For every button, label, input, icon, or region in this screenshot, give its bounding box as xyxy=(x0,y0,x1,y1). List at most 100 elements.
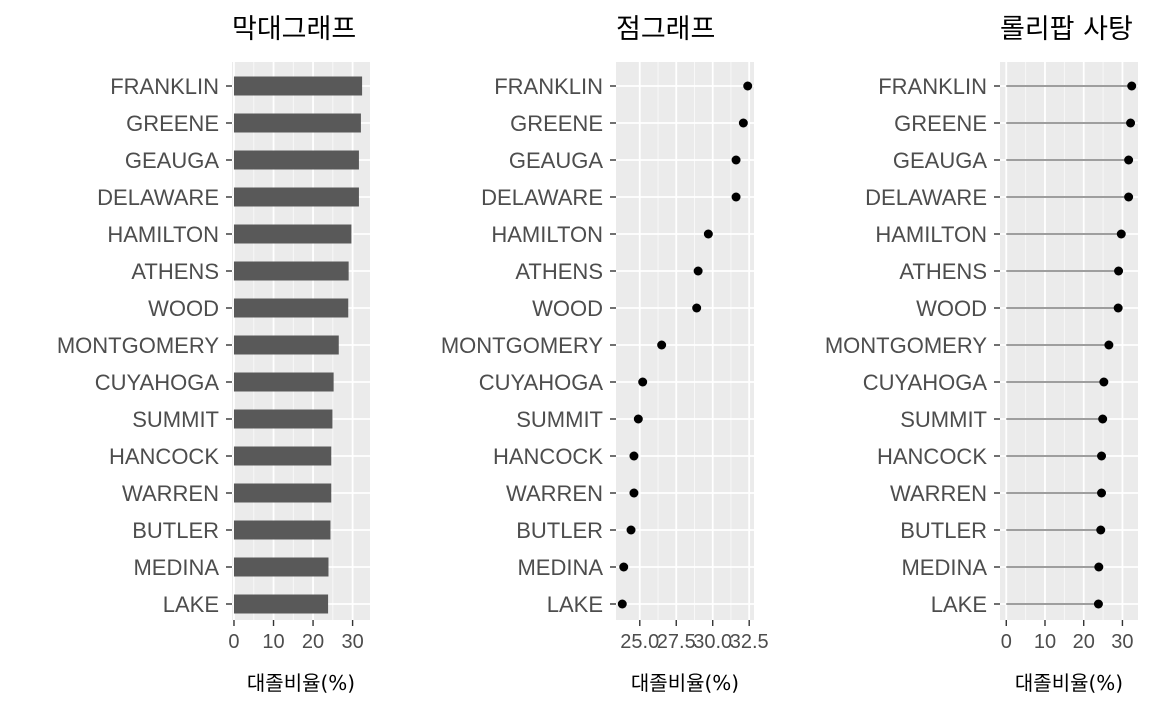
point-geauga xyxy=(731,155,741,165)
x-tick-label: 25.0 xyxy=(620,631,659,653)
point-lake xyxy=(617,599,627,609)
x-tick-label: 30 xyxy=(1111,631,1133,653)
bar-greene xyxy=(233,113,361,133)
bar-delaware xyxy=(233,187,359,207)
category-label: WOOD xyxy=(148,296,219,321)
point-greene xyxy=(1126,118,1136,128)
category-label: GEAUGA xyxy=(125,148,219,173)
category-label: WARREN xyxy=(506,481,603,506)
point-delaware xyxy=(1124,192,1134,202)
bar-lake xyxy=(233,594,329,614)
x-tick-label: 20 xyxy=(1073,631,1095,653)
point-warren xyxy=(1097,488,1107,498)
point-medina xyxy=(619,562,629,572)
bar-franklin xyxy=(233,76,363,96)
panel-bar: FRANKLIN GREENE GEAUGA DELAWARE HAMILTON ATHE… xyxy=(57,14,370,695)
bar-hancock xyxy=(233,446,332,466)
point-greene xyxy=(738,118,748,128)
bar-montgomery xyxy=(233,335,339,355)
category-label: SUMMIT xyxy=(900,407,987,432)
x-tick-label: 10 xyxy=(1034,631,1056,653)
category-label: SUMMIT xyxy=(516,407,603,432)
point-lake xyxy=(1093,599,1103,609)
x-tick-label: 30 xyxy=(341,631,363,653)
point-montgomery xyxy=(657,340,667,350)
category-label: SUMMIT xyxy=(132,407,219,432)
category-label: DELAWARE xyxy=(481,185,603,210)
category-label: GREENE xyxy=(510,111,603,136)
point-geauga xyxy=(1124,155,1134,165)
category-label: WARREN xyxy=(890,481,987,506)
x-tick-label: 32.5 xyxy=(730,631,769,653)
x-axis-title: 대졸비율(%) xyxy=(247,671,355,695)
category-label: ATHENS xyxy=(899,259,987,284)
category-label: MONTGOMERY xyxy=(825,333,987,358)
category-label: FRANKLIN xyxy=(110,74,219,99)
point-cuyahoga xyxy=(1099,377,1109,387)
category-label: ATHENS xyxy=(515,259,603,284)
category-label: HAMILTON xyxy=(491,222,603,247)
category-label: ATHENS xyxy=(131,259,219,284)
x-tick-label: 27.5 xyxy=(657,631,696,653)
point-hamilton xyxy=(1116,229,1126,239)
category-label: FRANKLIN xyxy=(878,74,987,99)
category-label: GREENE xyxy=(126,111,219,136)
point-athens xyxy=(693,266,703,276)
category-label: FRANKLIN xyxy=(494,74,603,99)
bar-medina xyxy=(233,557,329,577)
x-tick-label: 20 xyxy=(302,631,324,653)
category-label: MONTGOMERY xyxy=(441,333,603,358)
category-label: GEAUGA xyxy=(509,148,603,173)
category-label: HAMILTON xyxy=(107,222,219,247)
category-label: WOOD xyxy=(916,296,987,321)
point-montgomery xyxy=(1104,340,1114,350)
category-label: DELAWARE xyxy=(865,185,987,210)
point-athens xyxy=(1114,266,1124,276)
category-label: BUTLER xyxy=(132,518,219,543)
category-label: CUYAHOGA xyxy=(95,370,220,395)
x-tick-label: 0 xyxy=(228,631,239,653)
point-summit xyxy=(633,414,643,424)
point-medina xyxy=(1094,562,1104,572)
point-cuyahoga xyxy=(638,377,648,387)
bar-geauga xyxy=(233,150,359,170)
category-label: WARREN xyxy=(122,481,219,506)
category-label: BUTLER xyxy=(516,518,603,543)
category-label: MEDINA xyxy=(517,555,603,580)
point-wood xyxy=(1113,303,1123,313)
bar-summit xyxy=(233,409,333,429)
point-summit xyxy=(1098,414,1108,424)
point-butler xyxy=(626,525,636,535)
panel-background xyxy=(616,62,754,620)
point-hamilton xyxy=(703,229,713,239)
category-label: WOOD xyxy=(532,296,603,321)
category-label: CUYAHOGA xyxy=(863,370,988,395)
bar-butler xyxy=(233,520,331,540)
category-label: HAMILTON xyxy=(875,222,987,247)
point-franklin xyxy=(1127,81,1137,91)
category-label: GREENE xyxy=(894,111,987,136)
category-label: MEDINA xyxy=(901,555,987,580)
panel-title: 점그래프 xyxy=(616,14,715,45)
category-label: BUTLER xyxy=(900,518,987,543)
category-label: HANCOCK xyxy=(109,444,219,469)
bar-athens xyxy=(233,261,349,281)
category-label: DELAWARE xyxy=(97,185,219,210)
category-label: LAKE xyxy=(931,592,987,617)
category-label: LAKE xyxy=(547,592,603,617)
category-label: HANCOCK xyxy=(877,444,987,469)
point-hancock xyxy=(629,451,639,461)
point-wood xyxy=(692,303,702,313)
bar-wood xyxy=(233,298,349,318)
point-butler xyxy=(1096,525,1106,535)
bar-hamilton xyxy=(233,224,352,244)
bar-warren xyxy=(233,483,332,503)
panel-background xyxy=(1000,62,1138,620)
category-label: MONTGOMERY xyxy=(57,333,219,358)
x-tick-label: 30.0 xyxy=(693,631,732,653)
category-label: GEAUGA xyxy=(893,148,987,173)
panel-scatter: FRANKLIN GREENE GEAUGA DELAWARE HAMILTON ATHE… xyxy=(441,14,769,695)
x-axis-title: 대졸비율(%) xyxy=(631,671,739,695)
bar-cuyahoga xyxy=(233,372,334,392)
